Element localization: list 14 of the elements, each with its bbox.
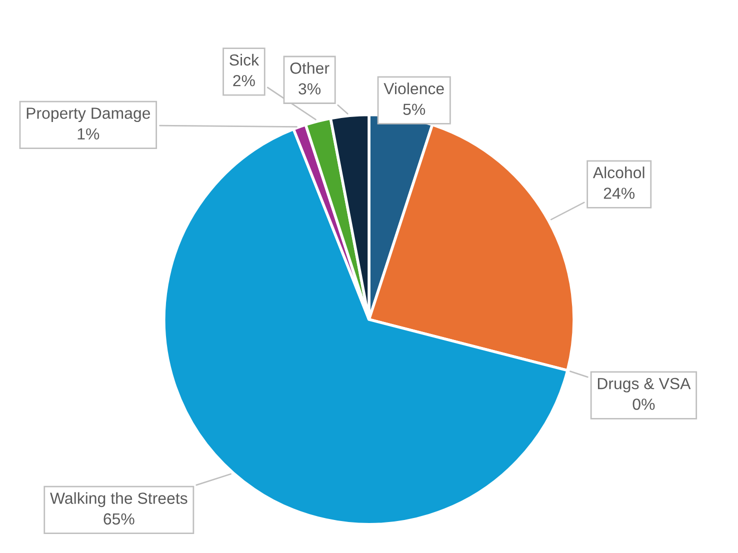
data-label: 1% (78, 128, 100, 140)
slice-label: Sick (230, 54, 260, 66)
data-label: 5% (403, 104, 426, 115)
data-label: 3% (298, 83, 321, 95)
slice-label: Alcohol (592, 166, 644, 178)
slice-label: Violence (384, 82, 444, 94)
slice-label: Other (290, 62, 330, 74)
slice-label: Property Damage (26, 108, 150, 122)
data-label: 65% (104, 513, 134, 525)
data-label: 2% (233, 75, 255, 86)
data-label: 24% (604, 188, 635, 199)
legend-label: Drugs & VSA (598, 378, 691, 392)
slice-label: Walking the Streets (50, 492, 188, 508)
text: 0% (632, 398, 655, 410)
